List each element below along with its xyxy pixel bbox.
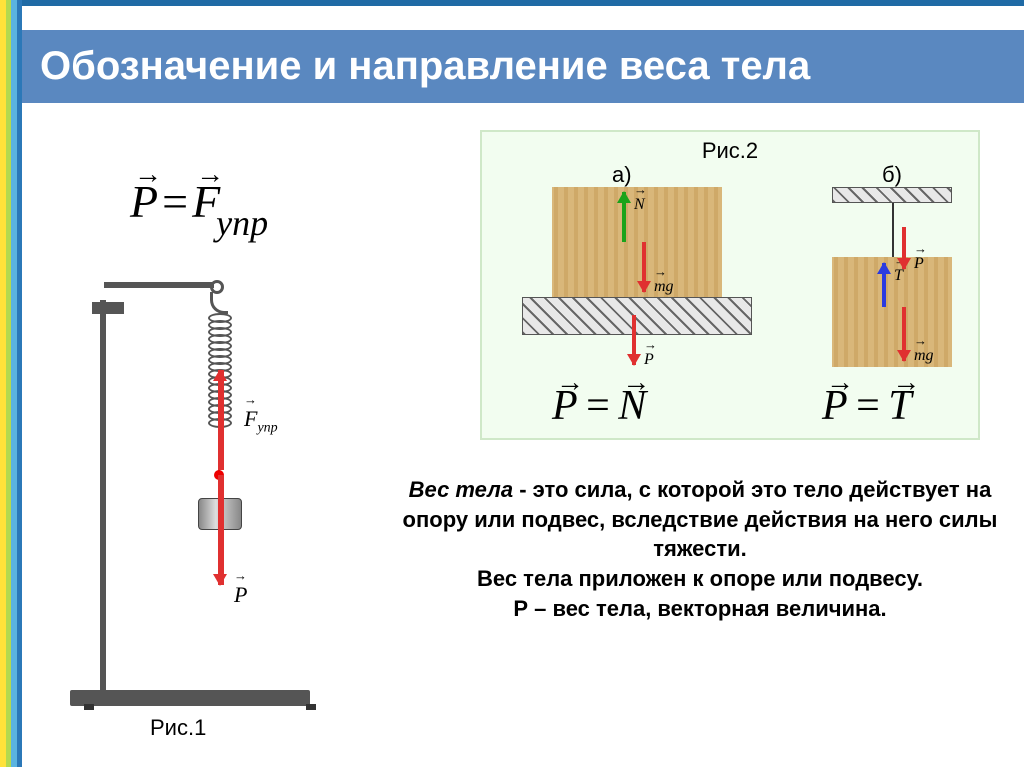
vector-n (622, 192, 624, 242)
vector-mg (642, 242, 644, 292)
stand-arm (104, 282, 214, 288)
formula-p-eq-n: →P = →N (552, 382, 646, 430)
formula-p-eq-fupr: →P = →F упр (130, 175, 272, 228)
label-mg: mg (914, 347, 934, 365)
top-line (22, 0, 1024, 6)
definition-line3: Р – вес тела, векторная величина. (400, 594, 1000, 624)
stand-base (70, 690, 310, 706)
page-title: Обозначение и направление веса тела (40, 44, 1006, 89)
block-b (832, 257, 952, 367)
figure-2a-label: а) (612, 162, 632, 188)
definition-text: Вес тела - это сила, с которой это тело … (400, 475, 1000, 623)
label-p: P (914, 255, 924, 273)
sym-sub-upr: упр (216, 202, 268, 244)
figure-1-caption: Рис.1 (150, 715, 206, 741)
definition-line1: Вес тела - это сила, с которой это тело … (400, 475, 1000, 564)
stand-pole (100, 300, 106, 690)
figure-1: Fупр P (70, 280, 330, 710)
side-stripes (0, 0, 22, 767)
stand-foot-left (84, 704, 94, 710)
stripe-4 (17, 0, 23, 767)
stand-clamp (92, 302, 124, 314)
definition-line2: Вес тела приложен к опоре или подвесу. (400, 564, 1000, 594)
vector-t (882, 263, 884, 307)
sym-P: →P (130, 175, 158, 228)
label-mg: mg (654, 278, 674, 296)
stand-foot-right (306, 704, 316, 710)
figure-2b-label: б) (882, 162, 902, 188)
hook (210, 292, 228, 314)
figure-2: Рис.2 а) б) NmgP TPmg →P = →N →P = →T (480, 130, 980, 440)
vector-p (632, 315, 634, 365)
figure-2a: NmgP (522, 187, 752, 377)
vector-fupr (218, 370, 220, 470)
label-p: P (234, 582, 247, 608)
vector-mg (902, 307, 904, 361)
figure-2b: TPmg (802, 187, 962, 387)
support-a (522, 297, 752, 335)
label-fupr: Fупр (244, 406, 278, 436)
ceiling-b (832, 187, 952, 203)
string-b (892, 203, 894, 257)
vector-p (902, 227, 904, 269)
formula-p-eq-t: →P = →T (822, 382, 912, 430)
title-bar: Обозначение и направление веса тела (22, 30, 1024, 103)
label-n: N (634, 196, 645, 214)
sym-eq: = (162, 175, 188, 228)
figure-2-caption: Рис.2 (702, 138, 758, 164)
vector-p (218, 475, 220, 585)
